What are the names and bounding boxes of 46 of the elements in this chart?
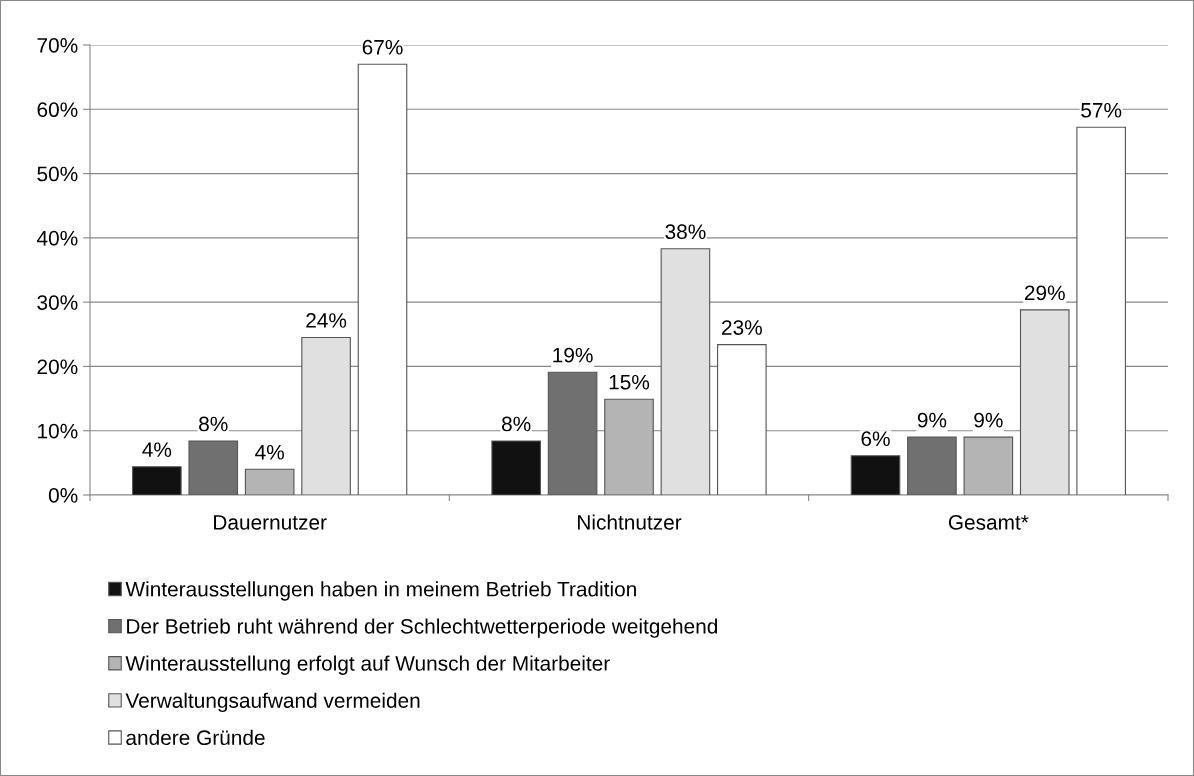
y-tick-label: 20%: [37, 359, 78, 375]
legend-label: Der Betrieb ruht während der Schlechtwetterperiode weitgehend: [127, 618, 718, 638]
data-label: 6%: [861, 431, 890, 447]
y-tick-label: 30%: [37, 295, 78, 310]
data-label: 9%: [974, 412, 1003, 428]
bar: [188, 440, 239, 495]
x-tick-label: Gesamt*: [948, 514, 1029, 530]
bar: [244, 468, 295, 495]
data-label: 4%: [142, 442, 172, 457]
data-label: 15%: [609, 374, 650, 390]
x-tick-label: Dauernutzer: [214, 515, 327, 530]
data-label: 67%: [362, 39, 403, 55]
bar: [604, 398, 654, 495]
bar: [850, 455, 901, 495]
legend-label: Winterausstellungen haben in meinem Betrieb Tradition: [125, 581, 636, 601]
data-label: 57%: [1081, 102, 1122, 118]
data-label: 24%: [306, 313, 347, 328]
data-label: 38%: [665, 224, 706, 240]
y-tick-label: 50%: [37, 166, 78, 182]
bar: [717, 344, 767, 495]
bar: [1076, 126, 1126, 495]
bar: [132, 466, 182, 495]
y-tick-label: 60%: [37, 102, 78, 118]
data-label: 4%: [255, 444, 284, 460]
data-label: 19%: [553, 347, 593, 363]
x-tick-label: Nichtnutzer: [578, 514, 682, 530]
data-label: 9%: [917, 412, 947, 428]
bar: [547, 371, 598, 495]
y-tick-label: 10%: [38, 423, 78, 439]
data-label: 8%: [199, 416, 228, 432]
legend-label: Winterausstellung erfolgt auf Wunsch der Mitarbeiter: [125, 655, 610, 675]
legend-label: Verwaltungsaufwand vermeiden: [125, 692, 420, 713]
bar: [301, 336, 351, 495]
y-tick-label: 0%: [48, 488, 78, 503]
legend-label: andere Gründe: [126, 729, 265, 746]
data-label: 23%: [722, 320, 762, 335]
bar: [660, 248, 711, 495]
data-label: 8%: [502, 416, 531, 432]
bar: [491, 440, 541, 495]
bar: [963, 436, 1014, 495]
data-label: 29%: [1024, 285, 1065, 301]
y-tick-label: 70%: [37, 38, 78, 53]
bar: [1019, 309, 1070, 495]
bar: [907, 436, 957, 495]
bar: [357, 63, 408, 495]
y-tick-label: 40%: [36, 230, 78, 246]
